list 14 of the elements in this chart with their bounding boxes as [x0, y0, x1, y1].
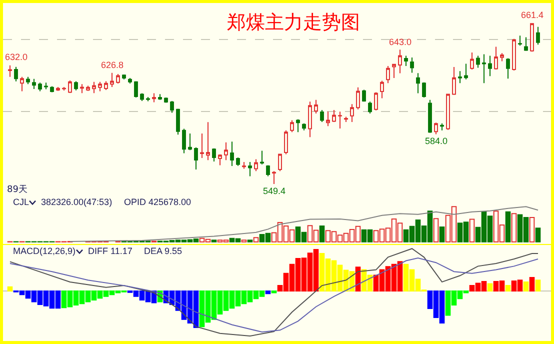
annotation: 632.0: [5, 52, 28, 62]
annotation: 584.0: [425, 136, 448, 146]
annotation: CJL: [13, 197, 30, 207]
annotation: 382326.00(47:53): [41, 197, 112, 207]
text: 郑煤主力走势图: [226, 12, 360, 34]
annotation: 89天: [7, 184, 28, 195]
annotation: OPID 425678.00: [124, 197, 192, 207]
annotation: 661.4: [521, 10, 544, 20]
annotation: 549.4: [263, 186, 286, 196]
annotation: DEA 9.55: [144, 246, 182, 256]
annotation: MACD(12,26,9): [13, 246, 76, 256]
annotation: 626.8: [101, 60, 124, 70]
annotation: DIFF 11.17: [88, 246, 132, 256]
annotation: 643.0: [389, 37, 412, 47]
